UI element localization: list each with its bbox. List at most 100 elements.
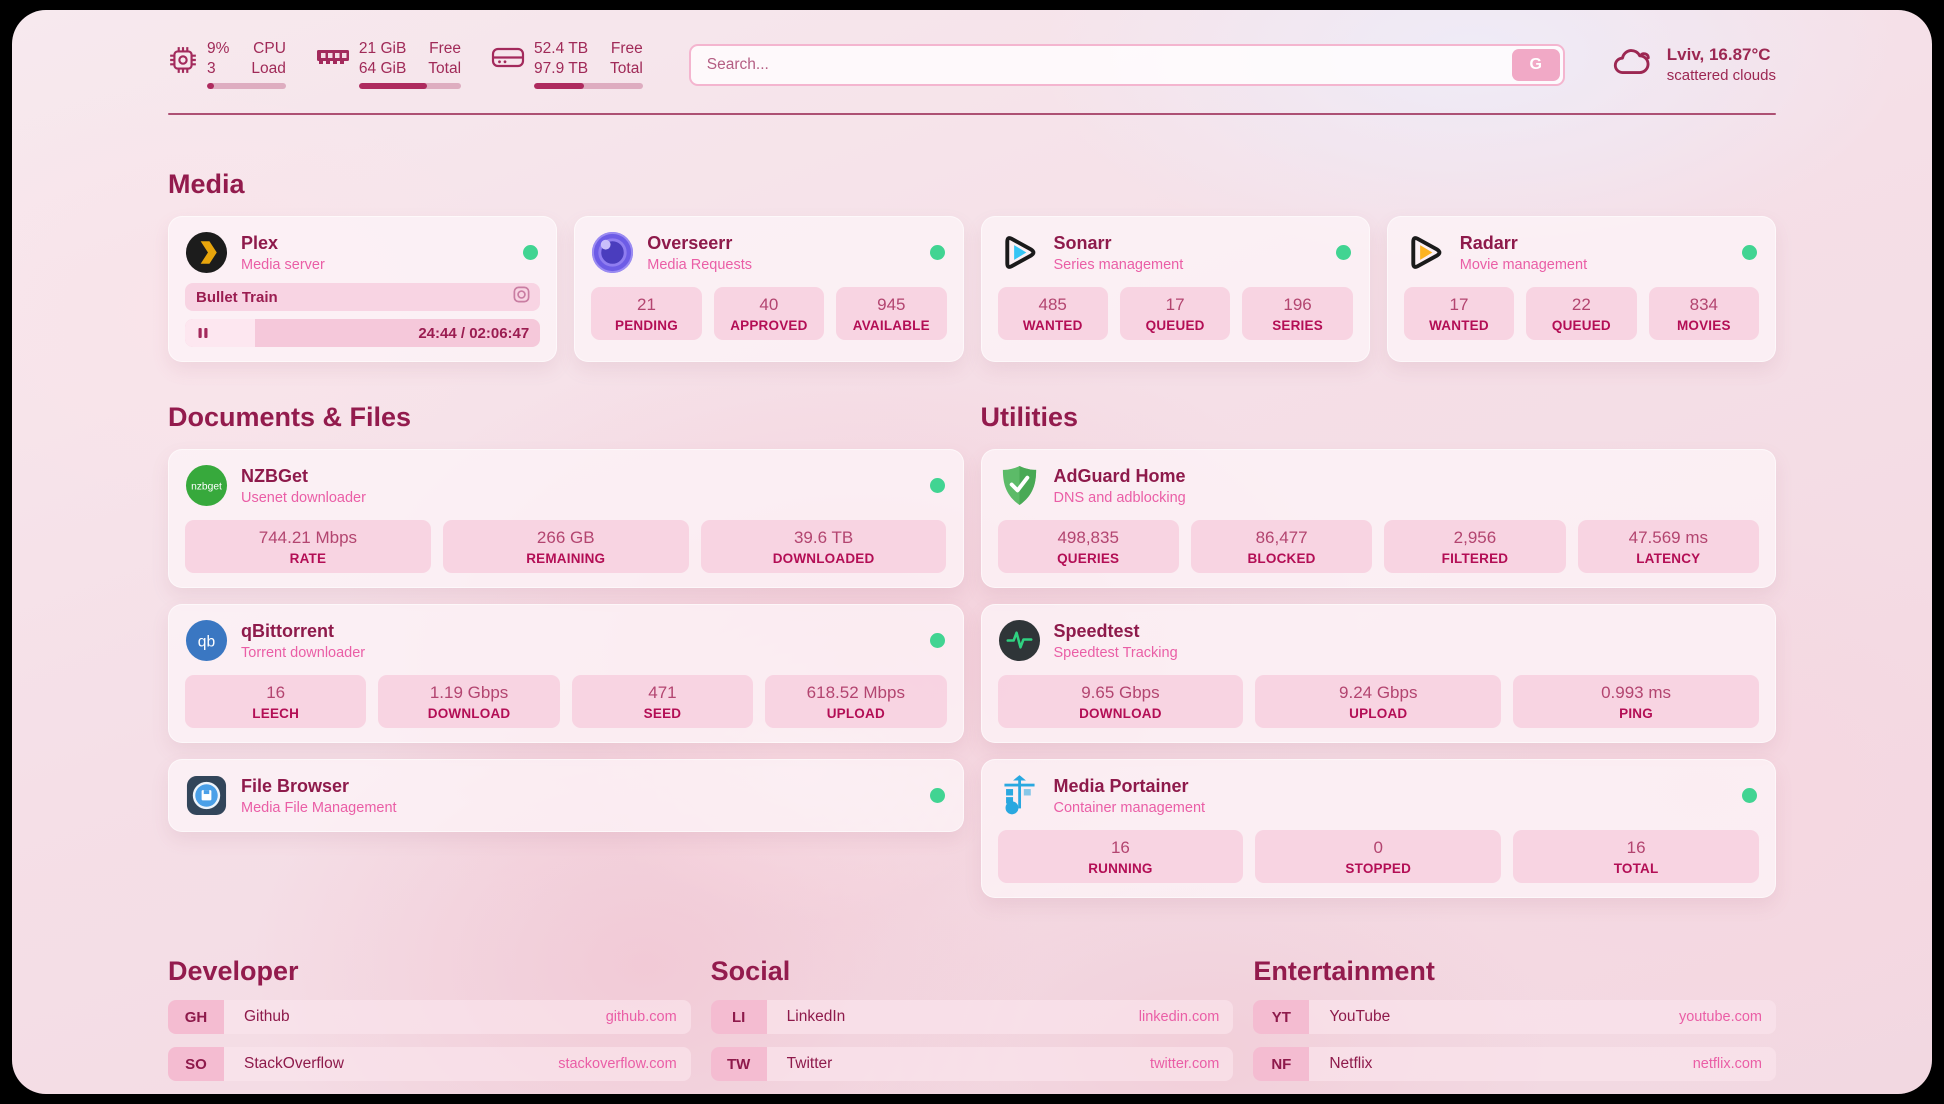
bookmark-badge: YT xyxy=(1253,1000,1310,1034)
app-subtitle-adguard: DNS and adblocking xyxy=(1053,489,1186,506)
stat-queued: 22 QUEUED xyxy=(1526,287,1637,340)
stat-latency: 47.569 ms LATENCY xyxy=(1577,520,1759,573)
bookmark-github[interactable]: GH Github github.com xyxy=(168,1000,691,1034)
app-title-qbittorrent: qBittorrent xyxy=(241,620,334,641)
app-subtitle-portainer: Container management xyxy=(1053,799,1206,816)
app-subtitle-radarr: Movie management xyxy=(1459,256,1588,273)
social-section: Social LI LinkedIn linkedin.com TW Twitt… xyxy=(710,956,1234,1094)
nzbget-card[interactable]: nzbget NZBGet Usenet downloader 744.21 M… xyxy=(168,449,964,588)
sonarr-icon xyxy=(998,231,1041,274)
stat-total: 16 TOTAL xyxy=(1513,830,1759,883)
stat-downloaded: 39.6 TB DOWNLOADED xyxy=(700,520,947,573)
session-video-icon xyxy=(512,285,531,309)
bookmark-url: github.com xyxy=(605,1009,677,1025)
weather-widget: Lviv, 16.87°C scattered clouds xyxy=(1611,45,1776,84)
disk-total-label: Total xyxy=(610,60,643,77)
disk-metric: 52.4 TB 97.9 TB Free Total xyxy=(491,40,643,89)
stat-stopped: 0 STOPPED xyxy=(1255,830,1502,883)
search-input[interactable] xyxy=(688,43,1565,86)
stat-wanted: 485 WANTED xyxy=(997,287,1108,340)
bookmark-netflix[interactable]: NF Netflix netflix.com xyxy=(1253,1047,1777,1081)
portainer-card[interactable]: Media Portainer Container management 16 … xyxy=(980,759,1776,898)
search-bar: G xyxy=(688,43,1565,86)
search-engine-button[interactable]: G xyxy=(1511,48,1560,81)
bookmark-badge: LI xyxy=(710,1000,767,1034)
bookmark-badge: SO xyxy=(168,1047,224,1081)
cpu-usage-value: 9% xyxy=(207,40,230,57)
app-subtitle-speedtest: Speedtest Tracking xyxy=(1053,644,1178,661)
status-online-dot xyxy=(1742,245,1757,260)
header-divider xyxy=(168,113,1776,115)
bookmark-badge: NF xyxy=(1253,1047,1310,1081)
entertainment-section: Entertainment YT YouTube youtube.com NF … xyxy=(1253,956,1777,1094)
bookmark-name: YouTube xyxy=(1329,1008,1391,1025)
app-title-filebrowser: File Browser xyxy=(241,775,350,796)
stat-queries: 498,835 QUERIES xyxy=(997,520,1179,573)
status-online-dot xyxy=(929,633,945,648)
section-title-entertainment: Entertainment xyxy=(1253,956,1435,986)
app-title-speedtest: Speedtest xyxy=(1053,620,1140,641)
portainer-icon xyxy=(998,774,1041,817)
bookmark-url: twitter.com xyxy=(1150,1056,1220,1072)
qbittorrent-card[interactable]: qb qBittorrent Torrent downloader 16 LEE… xyxy=(168,604,964,743)
radarr-card[interactable]: Radarr Movie management 17 WANTED 22 QUE… xyxy=(1386,216,1776,362)
filebrowser-icon xyxy=(185,774,228,817)
cpu-usage-label: CPU xyxy=(253,40,286,57)
bookmark-twitter[interactable]: TW Twitter twitter.com xyxy=(710,1047,1234,1081)
stat-upload: 618.52 Mbps UPLOAD xyxy=(765,675,947,728)
qbittorrent-icon: qb xyxy=(185,619,228,662)
cpu-load-value: 3 xyxy=(207,60,216,77)
filebrowser-card[interactable]: File Browser Media File Management xyxy=(168,759,964,832)
memory-free-label: Free xyxy=(429,40,462,57)
app-subtitle-filebrowser: Media File Management xyxy=(241,799,397,816)
documents-column: Documents & Files nzbget NZBGet Usenet d… xyxy=(168,402,964,898)
adguard-icon xyxy=(998,464,1041,507)
memory-total-label: Total xyxy=(428,60,462,77)
section-title-utilities: Utilities xyxy=(980,402,1079,432)
overseerr-icon xyxy=(591,231,634,274)
cpu-icon xyxy=(168,45,198,89)
disk-free-value: 52.4 TB xyxy=(534,40,589,57)
weather-condition: scattered clouds xyxy=(1666,67,1776,84)
system-metrics: 9% 3 CPU Load xyxy=(168,40,643,89)
memory-total-value: 64 GiB xyxy=(358,60,407,77)
bookmark-badge: GH xyxy=(168,1000,224,1034)
overseerr-card[interactable]: Overseerr Media Requests 21 PENDING 40 A… xyxy=(574,216,964,362)
speedtest-card[interactable]: Speedtest Speedtest Tracking 9.65 Gbps D… xyxy=(980,604,1776,743)
section-title-developer: Developer xyxy=(168,956,299,986)
playback-progress-bar: 24:44 / 02:06:47 xyxy=(185,319,541,347)
stat-ping: 0.993 ms PING xyxy=(1513,675,1759,728)
bookmark-linkedin[interactable]: LI LinkedIn linkedin.com xyxy=(710,1000,1234,1034)
plex-card[interactable]: Plex Media server Bullet Train 24:4 xyxy=(168,216,558,362)
stat-seed: 471 SEED xyxy=(571,675,754,728)
cpu-metric: 9% 3 CPU Load xyxy=(168,40,286,89)
now-playing-row: Bullet Train xyxy=(185,283,541,311)
bookmark-youtube[interactable]: YT YouTube youtube.com xyxy=(1253,1000,1777,1034)
bookmark-badge: TW xyxy=(710,1047,767,1081)
stat-running: 16 RUNNING xyxy=(997,830,1244,883)
now-playing-title: Bullet Train xyxy=(196,288,278,306)
disk-icon xyxy=(491,45,525,89)
bookmark-name: Netflix xyxy=(1329,1055,1373,1072)
stat-download: 9.65 Gbps DOWNLOAD xyxy=(997,675,1244,728)
cloud-icon xyxy=(1611,46,1655,83)
stat-wanted: 17 WANTED xyxy=(1403,287,1515,340)
bookmark-name: LinkedIn xyxy=(786,1008,846,1025)
pause-icon xyxy=(196,326,210,340)
media-card-row: Plex Media server Bullet Train 24:4 xyxy=(168,216,1776,362)
disk-progress-bar xyxy=(534,83,643,89)
stat-available: 945 AVAILABLE xyxy=(836,287,947,340)
bookmark-name: Twitter xyxy=(786,1055,833,1072)
ram-icon xyxy=(316,45,350,89)
sonarr-card[interactable]: Sonarr Series management 485 WANTED 17 Q… xyxy=(980,216,1370,362)
adguard-card[interactable]: AdGuard Home DNS and adblocking 498,835 … xyxy=(980,449,1776,588)
bookmark-stackoverflow[interactable]: SO StackOverflow stackoverflow.com xyxy=(168,1047,691,1081)
stat-queued: 17 QUEUED xyxy=(1119,287,1231,340)
section-title-documents: Documents & Files xyxy=(168,402,412,432)
section-title-social: Social xyxy=(710,956,791,986)
stat-blocked: 86,477 BLOCKED xyxy=(1190,520,1373,573)
cpu-progress-bar xyxy=(207,83,286,89)
stat-pending: 21 PENDING xyxy=(591,287,702,340)
memory-metric: 21 GiB 64 GiB Free Total xyxy=(316,40,462,89)
